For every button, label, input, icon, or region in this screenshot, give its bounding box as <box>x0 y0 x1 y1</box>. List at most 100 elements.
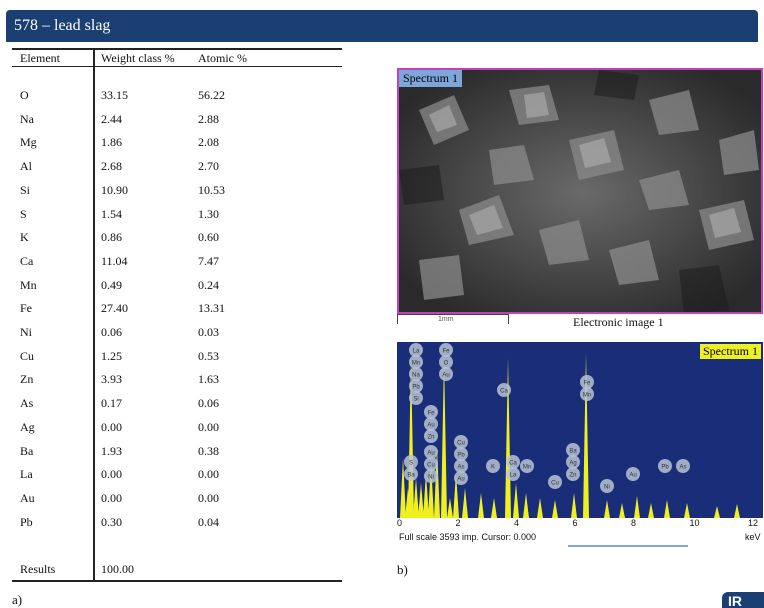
spectrum-peak <box>423 473 429 518</box>
cell-element: K <box>20 230 29 245</box>
table-column-rule <box>93 48 95 581</box>
cell-element: Zn <box>20 372 34 387</box>
cell-element: Ca <box>20 253 34 268</box>
spectrum-region-label: Spectrum 1 <box>399 70 462 87</box>
peak-badge <box>566 467 580 481</box>
full-scale-readout: Full scale 3593 imp. Cursor: 0.000 <box>399 532 537 542</box>
spectrum-peak <box>434 448 440 518</box>
spectrum-scrollbar[interactable] <box>568 545 688 547</box>
eds-spectrum: La Fe Mn O Na Au Pb Si Ca Fe Mn Fe Au Zn Cu Pb As Au Cu Ni A… <box>397 342 763 518</box>
peak-badge <box>454 459 468 473</box>
cell-weight: 0.00 <box>101 419 122 434</box>
peak-label: As <box>679 465 686 471</box>
spectrum-peak <box>734 504 740 518</box>
cell-atomic: 1.63 <box>198 372 219 387</box>
axis-tick-label: 6 <box>572 518 578 528</box>
spectrum-peak <box>604 500 610 518</box>
spectrum-plot: La Fe Mn O Na Au Pb Si Ca Fe Mn Fe Au Zn Cu Pb As Au Cu Ni A… <box>400 343 740 518</box>
spectrum-peak <box>453 473 459 518</box>
spectrum-peak <box>428 463 434 518</box>
peak-badge <box>580 375 594 389</box>
peak-badge <box>454 471 468 485</box>
header-atomic: Atomic % <box>198 51 247 65</box>
table-row: Zn 3.93 1.63 <box>12 372 342 392</box>
peak-label: Mn <box>412 361 420 367</box>
peak-label: As <box>457 465 464 471</box>
peak-badge <box>506 455 520 469</box>
cell-atomic: 0.03 <box>198 325 219 339</box>
table-row: Si 10.90 10.53 <box>12 183 342 203</box>
peak-badge <box>409 391 423 405</box>
cell-atomic: 2.08 <box>198 135 219 150</box>
peak-label: Si <box>413 397 418 403</box>
peak-label: Zn <box>427 435 434 441</box>
peak-badge <box>600 479 614 493</box>
cell-element: Au <box>20 490 35 505</box>
table-row: As 0.17 0.06 <box>12 396 342 416</box>
cell-element: Ba <box>20 443 34 458</box>
spectrum-peak <box>684 503 690 518</box>
cell-atomic: 0.04 <box>198 514 219 529</box>
cell-element: Si <box>20 182 31 197</box>
cell-weight: 11.04 <box>101 253 128 268</box>
axis-tick-label: 8 <box>631 518 637 528</box>
cell-weight: 0.86 <box>101 230 122 245</box>
spectrum-peak <box>664 500 670 518</box>
cell-weight: 1.25 <box>101 348 122 363</box>
cell-atomic: 0.60 <box>198 230 219 245</box>
sem-image: Spectrum 1 <box>397 68 763 314</box>
cell-element: Na <box>20 111 34 126</box>
figure-label-a: a) <box>12 592 23 607</box>
table-row: Pb 0.30 0.04 <box>12 515 342 535</box>
peak-label: Ag <box>569 461 576 467</box>
peak-badge <box>497 383 511 397</box>
peak-badge <box>409 355 423 369</box>
table-row: Fe 27.40 13.31 <box>12 301 342 321</box>
axis-tick-label: 0 <box>397 518 403 528</box>
spectrum-peak <box>513 483 519 518</box>
peak-label: S <box>409 461 413 467</box>
peak-label: Zn <box>569 473 576 479</box>
cell-weight: 0.06 <box>101 325 122 339</box>
axis-tick-label: 12 <box>748 518 759 528</box>
cell-atomic: 10.53 <box>198 182 225 197</box>
table-row: Ca 11.04 7.47 <box>12 254 342 274</box>
cell-weight: 0.49 <box>101 277 122 292</box>
peak-label: Fe <box>583 381 591 387</box>
cell-atomic: 0.00 <box>198 490 219 505</box>
cell-element: S <box>20 206 27 221</box>
table-row: Cu 1.25 0.53 <box>12 349 342 369</box>
cell-atomic: 0.00 <box>198 419 219 434</box>
spectrum-peak <box>571 493 577 518</box>
figure-label-b: b) <box>397 562 408 577</box>
cell-weight: 0.00 <box>101 467 122 482</box>
peak-label: Cu <box>427 463 435 469</box>
peak-label: Pb <box>412 385 420 391</box>
spectrum-peak <box>400 458 406 518</box>
peak-badge <box>424 417 438 431</box>
peak-badge <box>486 459 500 473</box>
cell-atomic: 7.47 <box>198 253 219 268</box>
table-row: La 0.00 0.00 <box>12 467 342 487</box>
spectrum-peak <box>523 493 529 518</box>
cell-atomic: 0.00 <box>198 467 219 482</box>
results-label: Results <box>20 562 56 576</box>
cell-atomic: 1.30 <box>198 206 219 221</box>
cell-atomic: 56.22 <box>198 88 225 102</box>
peak-badge <box>626 467 640 481</box>
peak-badge <box>424 445 438 459</box>
table-row: Au 0.00 0.00 <box>12 491 342 511</box>
cell-weight: 0.00 <box>101 490 122 505</box>
cell-atomic: 0.38 <box>198 443 219 458</box>
spectrum-peak <box>491 498 497 518</box>
peak-badge <box>439 367 453 381</box>
peak-label: Fe <box>427 411 435 417</box>
cell-element: Mg <box>20 135 37 150</box>
cell-weight: 2.68 <box>101 159 122 174</box>
peak-label: Cu <box>457 441 465 447</box>
cell-element: Al <box>20 159 32 174</box>
cell-weight: 0.30 <box>101 514 122 529</box>
cell-atomic: 0.06 <box>198 396 219 411</box>
spectrum-peak <box>441 358 447 518</box>
cell-weight: 1.93 <box>101 443 122 458</box>
